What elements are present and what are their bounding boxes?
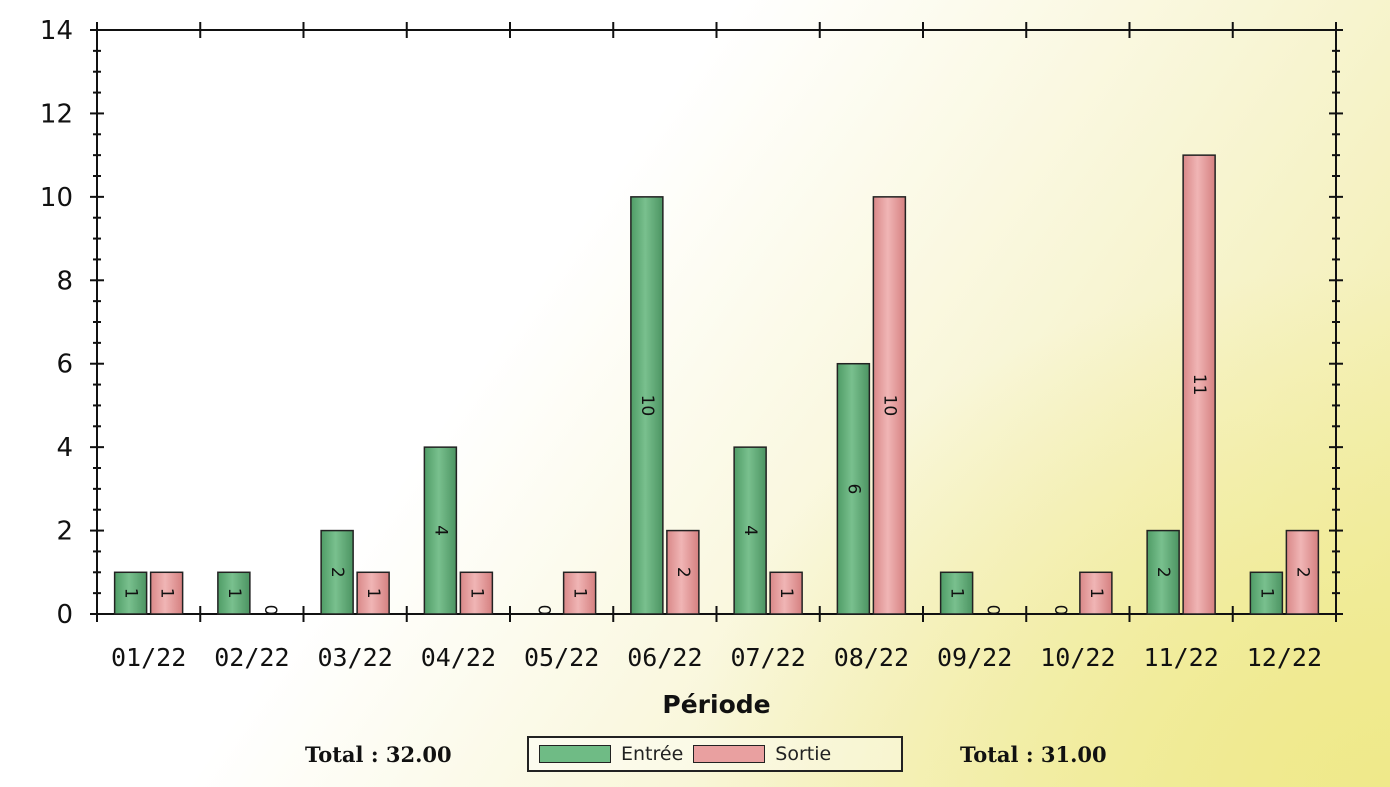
bar-value-label: 4 (430, 525, 450, 536)
bar-value-label: 1 (776, 588, 796, 599)
bar-sortie-10 (1079, 571, 1113, 615)
bar-value-label: 1 (1086, 588, 1106, 599)
bar-value-label: 2 (1292, 567, 1312, 578)
x-tick-label: 11/22 (1143, 643, 1218, 672)
x-tick-label: 04/22 (421, 643, 496, 672)
bar-sortie-8 (872, 196, 907, 615)
legend-label-entree: Entrée (621, 743, 684, 765)
bar-value-label: 1 (947, 588, 967, 599)
bar-entree-1 (113, 571, 148, 615)
legend-swatch-entree (539, 745, 611, 763)
legend: Entrée Sortie (527, 736, 903, 772)
bar-value-label: 1 (121, 588, 141, 599)
legend-label-sortie: Sortie (775, 743, 832, 765)
bar-sortie-11 (1182, 154, 1216, 615)
x-tick-label: 05/22 (524, 643, 599, 672)
y-tick-label: 2 (56, 517, 73, 547)
bar-sortie-6 (666, 529, 700, 615)
bar-sortie-1 (149, 571, 184, 615)
bar-value-label: 0 (1050, 605, 1070, 616)
bar-value-label: 1 (466, 588, 486, 599)
legend-item-sortie: Sortie (693, 743, 831, 765)
bar-value-label: 1 (224, 588, 244, 599)
bar-value-label: 1 (1256, 588, 1276, 599)
bar-sortie-5 (562, 571, 597, 615)
total-left-label: Total : 32.00 (305, 742, 452, 767)
bar-entree-12 (1249, 571, 1284, 615)
bar-value-label: 1 (157, 588, 177, 599)
bars (113, 154, 1320, 615)
y-tick-label: 14 (40, 16, 73, 46)
bar-value-label: 0 (534, 605, 554, 616)
bar-entree-2 (217, 571, 251, 615)
x-tick-label: 06/22 (627, 643, 702, 672)
x-axis-title: Période (662, 690, 770, 719)
y-tick-label: 0 (56, 600, 73, 630)
bar-value-label: 4 (740, 525, 760, 536)
bar-sortie-12 (1285, 529, 1320, 615)
y-tick-label: 8 (56, 266, 73, 296)
plot-frame (96, 29, 1337, 615)
x-tick-label: 09/22 (937, 643, 1012, 672)
x-tick-label: 10/22 (1040, 643, 1115, 672)
bar-sortie-3 (356, 571, 390, 615)
x-tick-label: 08/22 (834, 643, 909, 672)
bar-entree-4 (423, 446, 458, 615)
y-tick-label: 12 (40, 99, 73, 129)
bar-value-label: 10 (637, 395, 657, 417)
bar-sortie-4 (459, 571, 494, 615)
bar-entree-7 (733, 446, 767, 615)
bar-value-label: 1 (363, 588, 383, 599)
bar-sortie-7 (769, 571, 803, 615)
bar-value-label: 0 (260, 605, 280, 616)
bar-value-label: 2 (327, 567, 347, 578)
chart-footer: Total : 32.00 Entrée Sortie Total : 31.0… (0, 734, 1390, 778)
y-tick-label: 4 (56, 433, 73, 463)
bar-entree-8 (836, 362, 871, 615)
y-tick-label: 6 (56, 350, 73, 380)
bar-value-label: 2 (673, 567, 693, 578)
x-tick-label: 01/22 (111, 643, 186, 672)
bar-value-label: 1 (570, 588, 590, 599)
bar-entree-3 (320, 529, 354, 615)
bar-value-label: 11 (1189, 374, 1209, 396)
legend-item-entree: Entrée (539, 743, 683, 765)
bar-entree-6 (630, 196, 664, 615)
bar-value-label: 10 (879, 395, 899, 417)
bar-value-label: 0 (983, 605, 1003, 616)
axes (90, 22, 1343, 622)
bar-value-label: 6 (843, 483, 863, 494)
x-tick-label: 07/22 (730, 643, 805, 672)
total-right-label: Total : 31.00 (960, 742, 1107, 767)
bar-entree-11 (1146, 529, 1180, 615)
x-tick-label: 03/22 (317, 643, 392, 672)
x-tick-label: 02/22 (214, 643, 289, 672)
bar-entree-9 (939, 571, 974, 615)
y-tick-label: 10 (40, 183, 73, 213)
bar-value-label: 2 (1153, 567, 1173, 578)
x-tick-label: 12/22 (1247, 643, 1322, 672)
legend-swatch-sortie (693, 745, 766, 763)
